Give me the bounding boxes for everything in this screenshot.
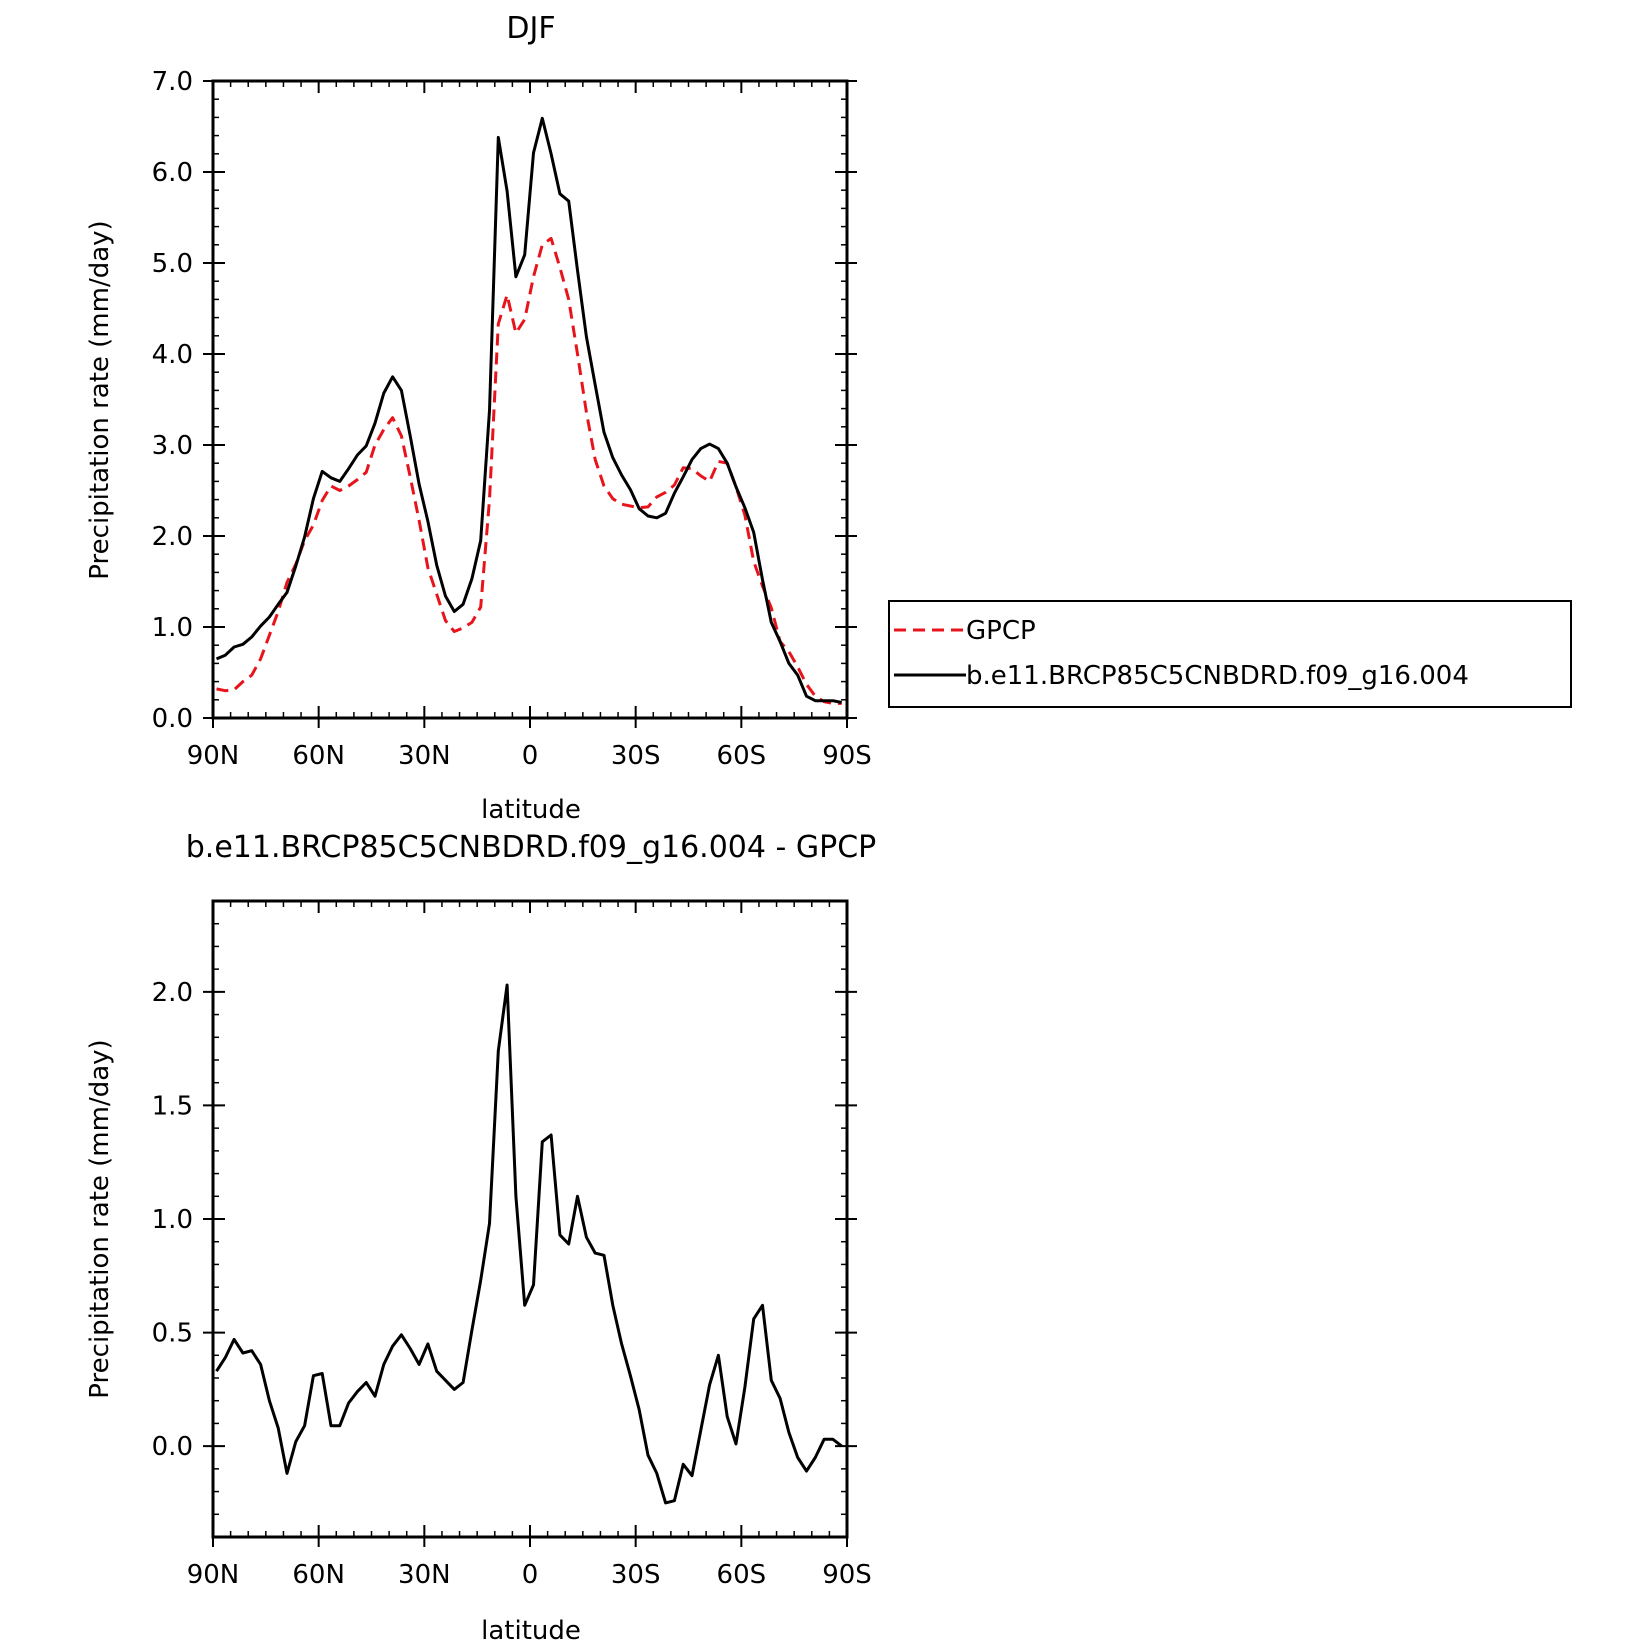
upper-x-tick-label: 60N <box>292 741 345 771</box>
lower-y-tick-label: 2.0 <box>152 978 193 1008</box>
lower-series-line-difference <box>215 983 843 1505</box>
upper-series-line-model <box>215 116 843 704</box>
upper-x-tick-label: 0 <box>522 741 539 771</box>
upper-y-tick-label: 3.0 <box>152 431 193 461</box>
upper-y-tick-label: 0.0 <box>152 704 193 734</box>
upper-series-line-gpcp <box>216 236 842 705</box>
upper-chart-panel: DJF 90N 60N 30N 0 30S 60S 90S 0.0 1.0 2.0 3.0 4.0 5.… <box>85 11 872 825</box>
legend: GPCP b.e11.BRCP85C5CNBDRD.f09_g16.004 <box>888 600 1572 708</box>
lower-x-tick-label: 30N <box>398 1560 451 1590</box>
legend-label-model: b.e11.BRCP85C5CNBDRD.f09_g16.004 <box>966 661 1469 691</box>
upper-y-tick-label: 1.0 <box>152 613 193 643</box>
lower-chart-title: b.e11.BRCP85C5CNBDRD.f09_g16.004 - GPCP <box>186 830 877 865</box>
upper-x-tick-label: 90N <box>187 741 240 771</box>
lower-x-tick-label: 30S <box>611 1560 661 1590</box>
upper-y-tick-label: 6.0 <box>152 158 193 188</box>
upper-chart-title: DJF <box>506 11 555 46</box>
lower-x-tick-label: 0 <box>522 1560 539 1590</box>
lower-y-tick-label: 1.5 <box>152 1091 193 1121</box>
legend-label-gpcp: GPCP <box>966 616 1036 646</box>
upper-y-tick-label: 5.0 <box>152 249 193 279</box>
lower-x-tick-label: 90S <box>822 1560 872 1590</box>
upper-plot-frame <box>211 79 849 720</box>
upper-y-tick-label: 7.0 <box>152 67 193 97</box>
lower-y-axis-label: Precipitation rate (mm/day) <box>85 1039 115 1398</box>
lower-y-tick-label: 0.0 <box>152 1432 193 1462</box>
upper-x-axis-label: latitude <box>481 795 581 825</box>
upper-x-tick-label: 90S <box>822 741 872 771</box>
upper-y-tick-label: 4.0 <box>152 340 193 370</box>
lower-x-tick-label: 60S <box>717 1560 767 1590</box>
legend-box <box>888 600 1572 708</box>
upper-y-tick-label: 2.0 <box>152 522 193 552</box>
upper-x-tick-label: 60S <box>717 741 767 771</box>
lower-y-tick-label: 1.0 <box>152 1205 193 1235</box>
upper-y-axis-label: Precipitation rate (mm/day) <box>85 220 115 579</box>
lower-x-axis-label: latitude <box>481 1616 581 1646</box>
lower-plot-frame <box>211 899 849 1539</box>
upper-x-tick-label: 30N <box>398 741 451 771</box>
lower-x-tick-label: 90N <box>187 1560 240 1590</box>
lower-y-tick-label: 0.5 <box>152 1319 193 1349</box>
lower-chart-panel: b.e11.BRCP85C5CNBDRD.f09_g16.004 - GPCP … <box>85 830 876 1646</box>
upper-x-tick-label: 30S <box>611 741 661 771</box>
lower-x-tick-label: 60N <box>292 1560 345 1590</box>
